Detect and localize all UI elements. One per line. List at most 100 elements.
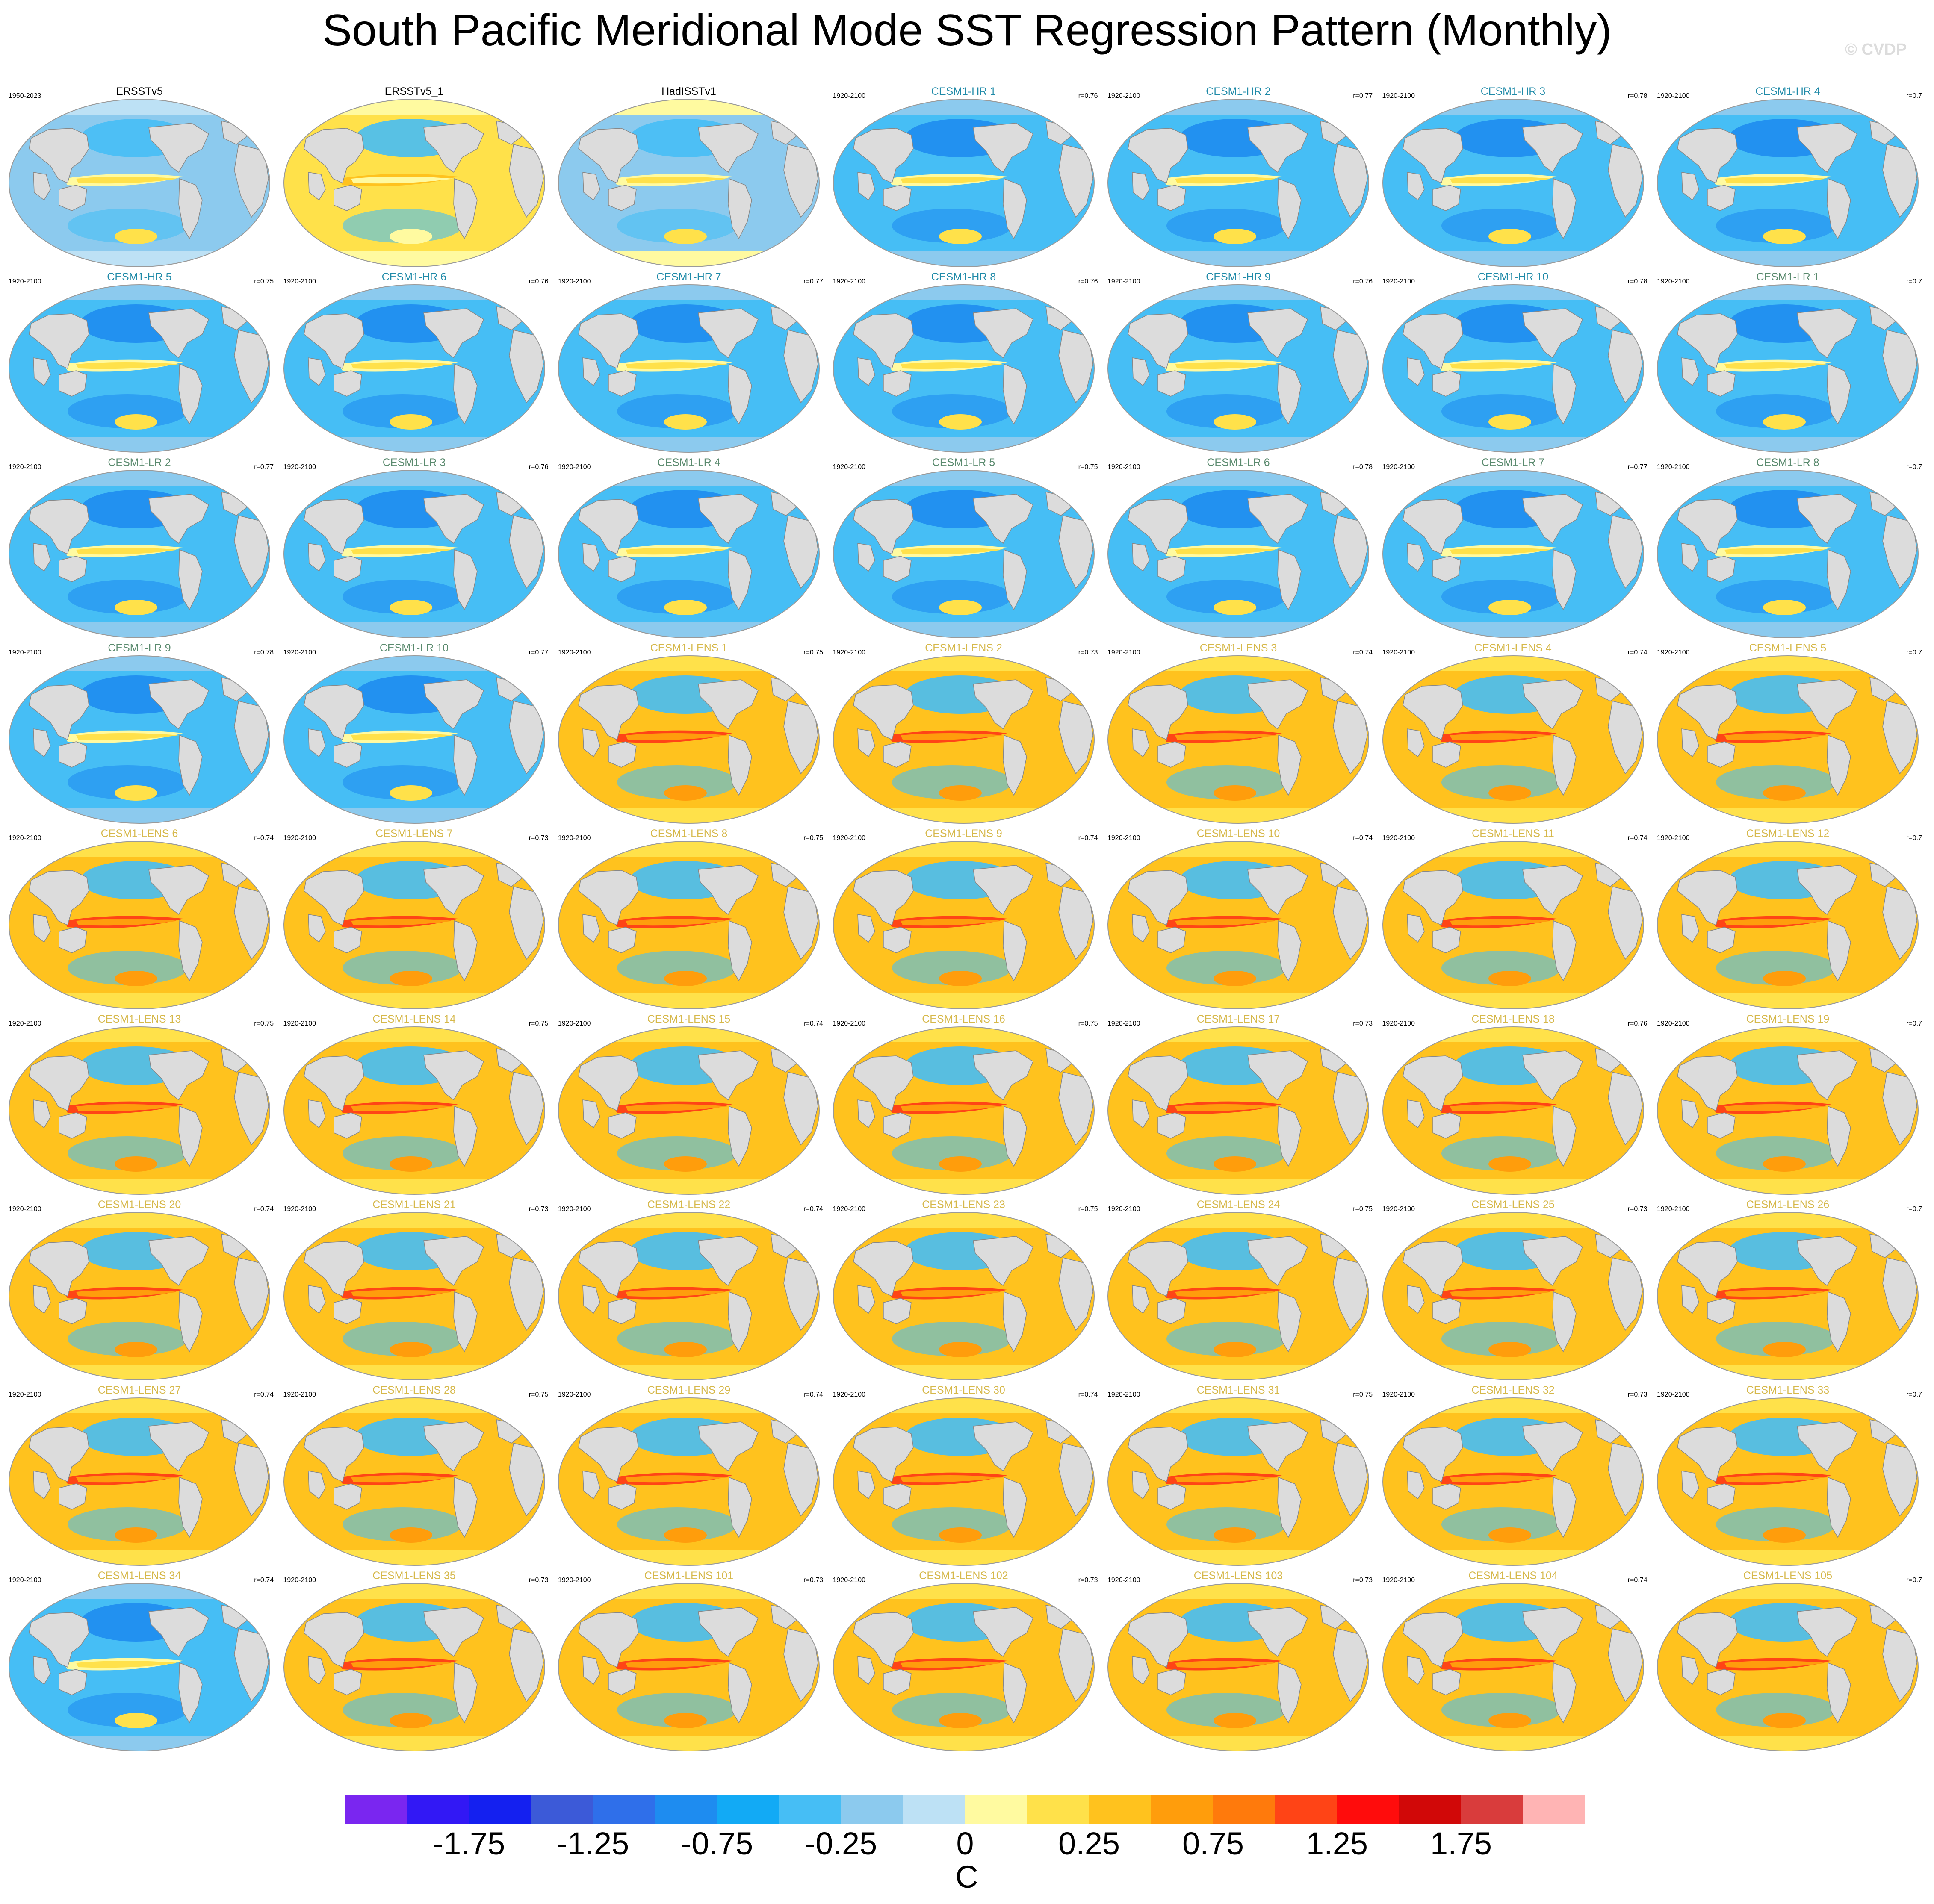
map-outline: [1382, 284, 1644, 453]
panel-period: 1920-2100: [833, 463, 866, 471]
land-mass: [453, 1105, 478, 1167]
south-pacific-anomaly: [342, 209, 462, 243]
panel-period: 1920-2100: [1107, 649, 1140, 656]
land-mass: [307, 1099, 326, 1129]
panel-pattern-correlation: r=0.74: [1353, 834, 1373, 842]
panel-title: HadISSTv1: [661, 85, 716, 97]
map-outline: [558, 1583, 820, 1751]
sst-regression-map: [558, 284, 820, 453]
equatorial-tongue-inner: [626, 733, 728, 740]
sst-regression-map: [1107, 655, 1369, 824]
antarctic-band: [558, 1736, 819, 1751]
land-mass: [1277, 734, 1302, 796]
land-mass: [582, 357, 600, 386]
land-mass: [728, 920, 752, 981]
map-outline: [1657, 1212, 1919, 1380]
southern-ocean-patch: [1488, 414, 1531, 430]
south-pacific-anomaly: [617, 765, 737, 799]
land-mass: [59, 1112, 87, 1139]
panel-pattern-correlation: r=0.73: [529, 834, 549, 842]
panel-pattern-correlation: r=0.7: [1906, 1391, 1922, 1398]
sst-regression-map: [833, 1397, 1095, 1566]
panel-title: CESM1-LENS 23: [922, 1199, 1005, 1211]
land-mass: [333, 185, 362, 211]
equatorial-tongue-inner: [900, 362, 1003, 369]
land-mass: [453, 363, 478, 425]
map-panel: CESM1-LENS 1 1920-2100 r=0.75: [552, 642, 826, 826]
panel-title: CESM1-LENS 104: [1468, 1570, 1558, 1582]
south-pacific-anomaly: [1716, 1507, 1836, 1541]
south-pacific-anomaly: [1166, 1322, 1286, 1356]
south-pacific-anomaly: [1441, 951, 1561, 985]
panel-pattern-correlation: r=0.7: [1906, 1020, 1922, 1027]
land-mass: [453, 920, 478, 981]
southern-ocean-patch: [1214, 971, 1256, 986]
antarctic-band: [558, 808, 819, 823]
arctic-band: [1657, 1398, 1918, 1413]
panel-pattern-correlation: r=0.73: [803, 1577, 823, 1584]
panel-pattern-correlation: r=0.75: [1353, 1391, 1373, 1398]
map-outline: [283, 1397, 545, 1566]
panel-pattern-correlation: r=0.73: [1353, 1577, 1373, 1584]
equatorial-tongue-inner: [900, 1290, 1003, 1297]
land-mass: [33, 357, 51, 386]
land-mass: [582, 1656, 600, 1685]
south-pacific-anomaly: [1166, 394, 1286, 428]
land-mass: [59, 741, 87, 768]
land-mass: [1247, 1421, 1308, 1472]
land-mass: [178, 1662, 203, 1724]
ocean-field: [1657, 285, 1918, 452]
land-mass: [453, 734, 478, 796]
land-mass: [698, 308, 759, 359]
equatorial-tongue-inner: [76, 1290, 179, 1297]
arctic-band: [9, 470, 270, 486]
southern-ocean-patch: [664, 600, 707, 615]
panel-period: 1920-2100: [833, 278, 866, 285]
land-mass: [148, 123, 209, 173]
panel-title: CESM1-LENS 6: [100, 828, 178, 840]
ocean-field: [558, 99, 819, 267]
land-mass: [972, 865, 1033, 915]
land-mass: [578, 1612, 639, 1668]
land-mass: [423, 308, 484, 359]
land-mass: [1247, 494, 1308, 544]
land-mass: [303, 313, 364, 369]
sst-regression-map: [558, 1026, 820, 1195]
colorbar-swatch: [593, 1795, 655, 1824]
colorbar-tick-label: 1.25: [1306, 1826, 1368, 1861]
colorbar-tick-labels: -1.75 -1.25 -0.75 -0.25 0 0.25 0.75 1.25 1.75: [0, 1825, 1934, 1861]
panel-title: CESM1-LENS 4: [1474, 642, 1552, 654]
map-panel: CESM1-LENS 21 1920-2100 r=0.73: [278, 1199, 551, 1382]
antarctic-band: [1657, 993, 1918, 1009]
southern-ocean-patch: [389, 229, 432, 244]
land-mass: [857, 172, 875, 201]
land-mass: [59, 927, 87, 953]
land-mass: [307, 728, 326, 757]
land-mass: [1406, 1656, 1425, 1685]
ocean-field: [9, 1027, 270, 1194]
land-mass: [883, 1112, 912, 1139]
land-mass: [1522, 494, 1583, 544]
panel-title: CESM1-HR 3: [1480, 85, 1546, 97]
land-mass: [453, 1662, 478, 1724]
land-mass: [307, 914, 326, 943]
land-mass: [333, 1298, 362, 1324]
arctic-band: [9, 656, 270, 671]
panel-title: CESM1-LENS 12: [1746, 828, 1830, 840]
panel-pattern-correlation: r=0.73: [1627, 1391, 1648, 1398]
land-mass: [857, 357, 875, 386]
land-mass: [698, 1607, 759, 1657]
sst-regression-map: [1657, 284, 1919, 453]
panel-period: 1920-2100: [9, 1205, 41, 1213]
colorbar-unit: C: [955, 1859, 978, 1895]
arctic-band: [1108, 656, 1369, 671]
land-mass: [1157, 1483, 1186, 1510]
map-panel: CESM1-HR 5 1920-2100 r=0.75: [3, 271, 276, 455]
land-mass: [1402, 499, 1463, 555]
land-mass: [1707, 1112, 1736, 1139]
southern-ocean-patch: [1214, 414, 1256, 430]
panel-pattern-correlation: r=0.74: [1627, 649, 1648, 656]
sst-regression-map: [1382, 1397, 1644, 1566]
land-mass: [29, 1241, 89, 1297]
equatorial-tongue-inner: [1450, 919, 1553, 926]
